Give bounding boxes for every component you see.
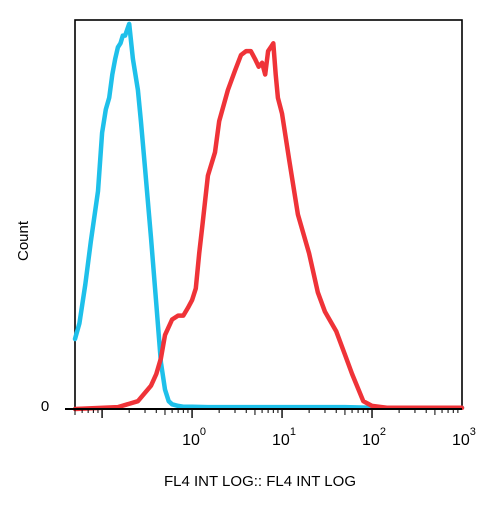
plot-border [74, 19, 463, 410]
tick-exponent: 1 [290, 426, 296, 438]
series-line-2 [72, 41, 465, 412]
tick-exponent: 3 [470, 426, 476, 438]
y-axis-label: Count [15, 220, 32, 261]
x-tick-label: 101 [272, 426, 296, 449]
tick-base: 10 [452, 432, 470, 449]
x-tick-label: 102 [362, 426, 386, 449]
series-layer [72, 21, 465, 412]
x-axis-label: FL4 INT LOG:: FL4 INT LOG [164, 473, 356, 490]
y-tick-label: 0 [41, 398, 49, 415]
tick-exponent: 0 [200, 426, 206, 438]
tick-exponent: 2 [380, 426, 386, 438]
x-tick-label: 103 [452, 426, 476, 449]
tick-base: 10 [182, 432, 200, 449]
tick-base: 10 [362, 432, 380, 449]
tick-base: 10 [272, 432, 290, 449]
x-tick-label: 100 [182, 426, 206, 449]
series-line-1 [72, 21, 465, 411]
plot-frame [74, 19, 463, 410]
